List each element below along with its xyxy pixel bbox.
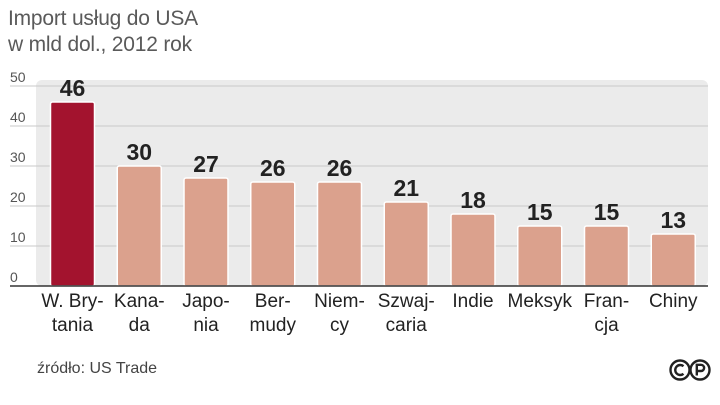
data-label: 13 bbox=[660, 207, 686, 233]
chart-title: Import usług do USA w mld dol., 2012 rok bbox=[8, 6, 198, 58]
bar bbox=[650, 233, 696, 287]
category-label: caria bbox=[386, 315, 428, 336]
bar bbox=[250, 181, 296, 287]
data-label: 18 bbox=[460, 187, 486, 213]
y-tick-label: 20 bbox=[10, 189, 26, 205]
category-label: Niem- bbox=[314, 291, 365, 312]
category-label: W. Bry- bbox=[41, 291, 103, 312]
data-label: 15 bbox=[527, 199, 553, 225]
title-line-1: Import usług do USA bbox=[8, 7, 198, 30]
data-label: 27 bbox=[193, 151, 219, 177]
category-label: cja bbox=[594, 315, 619, 336]
bar bbox=[383, 201, 429, 287]
category-label: Ber- bbox=[255, 291, 291, 312]
cp-logo bbox=[669, 359, 711, 381]
category-label: mudy bbox=[250, 315, 297, 336]
data-label: 15 bbox=[594, 199, 620, 225]
bar bbox=[450, 213, 496, 287]
data-label: 26 bbox=[327, 155, 353, 181]
data-label: 46 bbox=[60, 75, 86, 101]
category-label: Meksyk bbox=[508, 291, 573, 312]
y-tick-label: 30 bbox=[10, 149, 26, 165]
category-label: Chiny bbox=[649, 291, 698, 312]
category-label: Indie bbox=[452, 291, 493, 312]
y-tick-label: 0 bbox=[10, 269, 18, 285]
title-line-2: w mld dol., 2012 rok bbox=[8, 33, 192, 56]
category-label: Szwaj- bbox=[378, 291, 435, 312]
bar bbox=[517, 225, 563, 287]
category-label: cy bbox=[330, 315, 350, 336]
data-label: 26 bbox=[260, 155, 286, 181]
data-label: 21 bbox=[393, 175, 419, 201]
source-note: źródło: US Trade bbox=[37, 360, 158, 377]
category-label: tania bbox=[52, 315, 94, 336]
y-tick-label: 10 bbox=[10, 229, 26, 245]
y-tick-label: 40 bbox=[10, 109, 26, 125]
y-tick-label: 50 bbox=[10, 69, 26, 85]
category-label: da bbox=[129, 315, 151, 336]
category-label: nia bbox=[193, 315, 219, 336]
category-label: Kana- bbox=[114, 291, 165, 312]
bar bbox=[316, 181, 363, 287]
category-label: Japo- bbox=[182, 291, 230, 312]
bar bbox=[49, 101, 96, 287]
data-label: 30 bbox=[126, 139, 152, 165]
bar bbox=[583, 225, 630, 287]
category-label: Fran- bbox=[584, 291, 629, 312]
bar bbox=[116, 165, 162, 287]
bar bbox=[183, 177, 229, 287]
